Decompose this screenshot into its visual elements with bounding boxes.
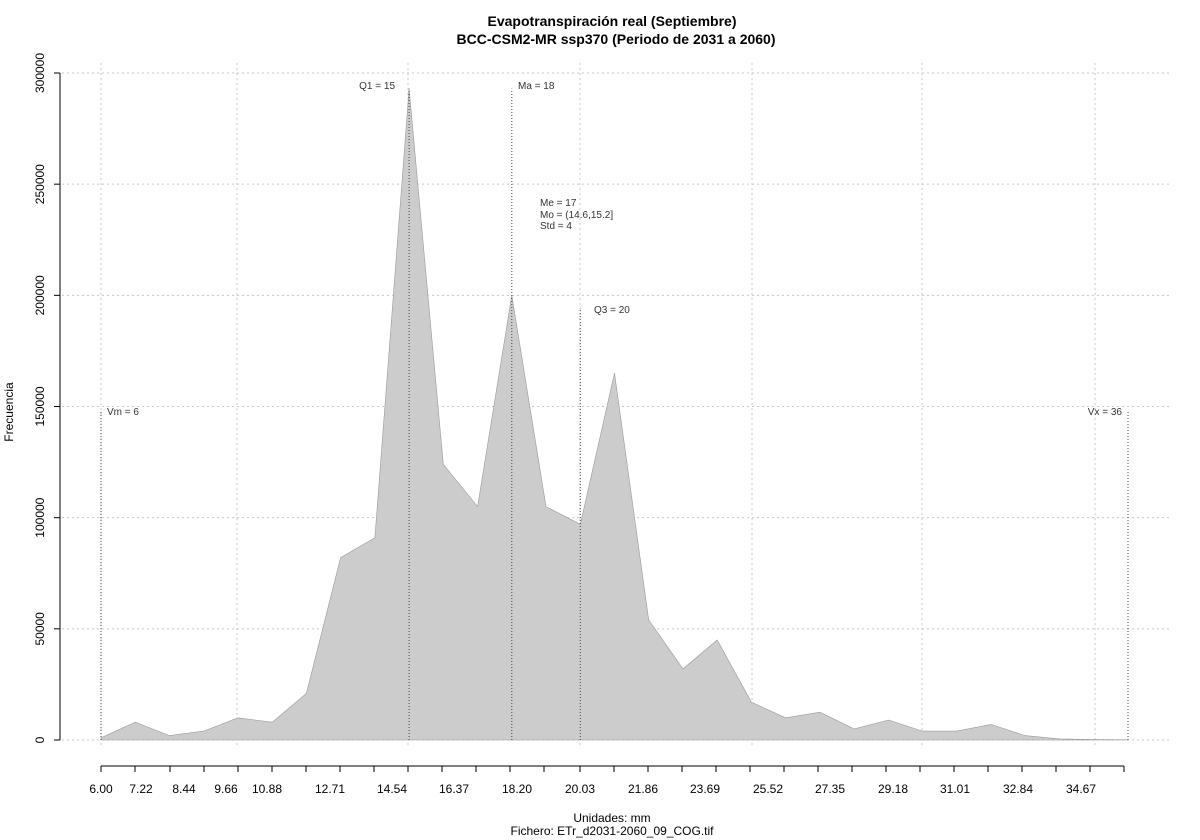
- y-tick-label: 300000: [33, 53, 47, 93]
- mode-label: Mo = (14.6,15.2]: [540, 210, 613, 221]
- x-tick-label: 31.01: [940, 782, 970, 796]
- x-tick-label: 18.20: [502, 782, 532, 796]
- std-label: Std = 4: [540, 221, 572, 232]
- chart-title: Evapotranspiración real (Septiembre): [488, 13, 737, 29]
- x-tick-label: 7.22: [129, 782, 153, 796]
- q3-label: Q3 = 20: [594, 305, 630, 316]
- x-tick-label: 9.66: [214, 782, 238, 796]
- y-tick-label: 150000: [33, 386, 47, 426]
- frequency-area: [100, 88, 1129, 741]
- x-tick-label: 6.00: [89, 782, 113, 796]
- x-axis-label: Unidades: mm: [573, 811, 650, 825]
- file-label: Fichero: ETr_d2031-2060_09_COG.tif: [511, 824, 715, 838]
- y-tick-label: 0: [33, 736, 47, 743]
- x-tick-label: 12.71: [315, 782, 345, 796]
- axes: 0 50000 100000 150000 200000 250000 300000 6.00…: [33, 53, 1125, 796]
- x-tick-label: 16.37: [439, 782, 469, 796]
- chart-subtitle: BCC-CSM2-MR ssp370 (Periodo de 2031 a 20…: [457, 31, 776, 47]
- x-tick-label: 27.35: [815, 782, 845, 796]
- x-tick-label: 23.69: [690, 782, 720, 796]
- q1-label: Q1 = 15: [359, 81, 395, 92]
- ma-label: Ma = 18: [518, 81, 555, 92]
- y-tick-label: 250000: [33, 164, 47, 204]
- x-tick-label: 25.52: [753, 782, 783, 796]
- x-tick-label: 32.84: [1003, 782, 1033, 796]
- x-tick-label: 34.67: [1066, 782, 1096, 796]
- y-tick-label: 50000: [33, 612, 47, 646]
- statistic-lines: [100, 88, 1129, 740]
- x-tick-label: 8.44: [172, 782, 196, 796]
- median-label: Me = 17: [540, 198, 577, 209]
- y-tick-label: 100000: [33, 497, 47, 537]
- x-tick-label: 21.86: [628, 782, 658, 796]
- vx-label: Vx = 36: [1088, 407, 1123, 418]
- vm-label: Vm = 6: [107, 407, 139, 418]
- x-tick-label: 10.88: [252, 782, 282, 796]
- x-tick-label: 20.03: [565, 782, 595, 796]
- x-tick-label: 29.18: [878, 782, 908, 796]
- frequency-area-layer: [100, 88, 1129, 741]
- y-axis-label: Frecuencia: [2, 382, 16, 442]
- x-tick-label: 14.54: [377, 782, 407, 796]
- y-tick-label: 200000: [33, 275, 47, 315]
